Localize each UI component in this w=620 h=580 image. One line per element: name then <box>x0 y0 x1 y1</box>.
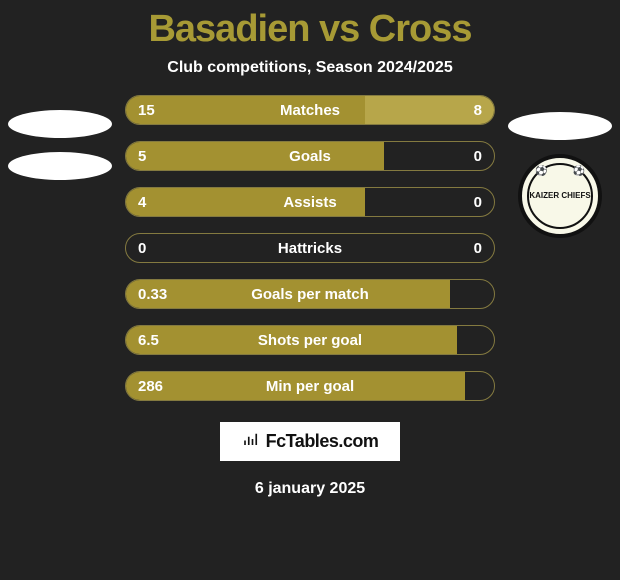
club-crest: KAIZER CHIEFS <box>518 154 602 238</box>
stat-label: Shots per goal <box>126 326 494 354</box>
stat-row: 50Goals <box>125 141 495 171</box>
branding-chart-icon <box>242 430 260 453</box>
stat-bars: 158Matches 50Goals 40Assists 00Hattricks 0.3… <box>125 95 495 401</box>
club-crest-text: KAIZER CHIEFS <box>527 163 593 229</box>
stat-label: Min per goal <box>126 372 494 400</box>
stat-label: Goals <box>126 142 494 170</box>
stat-label: Hattricks <box>126 234 494 262</box>
subtitle: Club competitions, Season 2024/2025 <box>167 59 452 77</box>
branding-badge: FcTables.com <box>219 421 402 462</box>
page-title: Basadien vs Cross <box>148 8 471 51</box>
left-oval-2 <box>8 152 112 180</box>
stat-row: 00Hattricks <box>125 233 495 263</box>
generation-date: 6 january 2025 <box>255 480 365 498</box>
branding-text: FcTables.com <box>266 431 379 452</box>
stat-row: 286Min per goal <box>125 371 495 401</box>
comparison-infographic: Basadien vs Cross Club competitions, Sea… <box>0 0 620 580</box>
stat-label: Assists <box>126 188 494 216</box>
stat-row: 158Matches <box>125 95 495 125</box>
left-oval-1 <box>8 110 112 138</box>
stat-row: 40Assists <box>125 187 495 217</box>
stat-label: Goals per match <box>126 280 494 308</box>
right-player-badges: KAIZER CHIEFS <box>508 112 612 238</box>
stat-row: 6.5Shots per goal <box>125 325 495 355</box>
right-oval-1 <box>508 112 612 140</box>
stat-row: 0.33Goals per match <box>125 279 495 309</box>
stat-label: Matches <box>126 96 494 124</box>
left-player-badges <box>8 110 112 180</box>
